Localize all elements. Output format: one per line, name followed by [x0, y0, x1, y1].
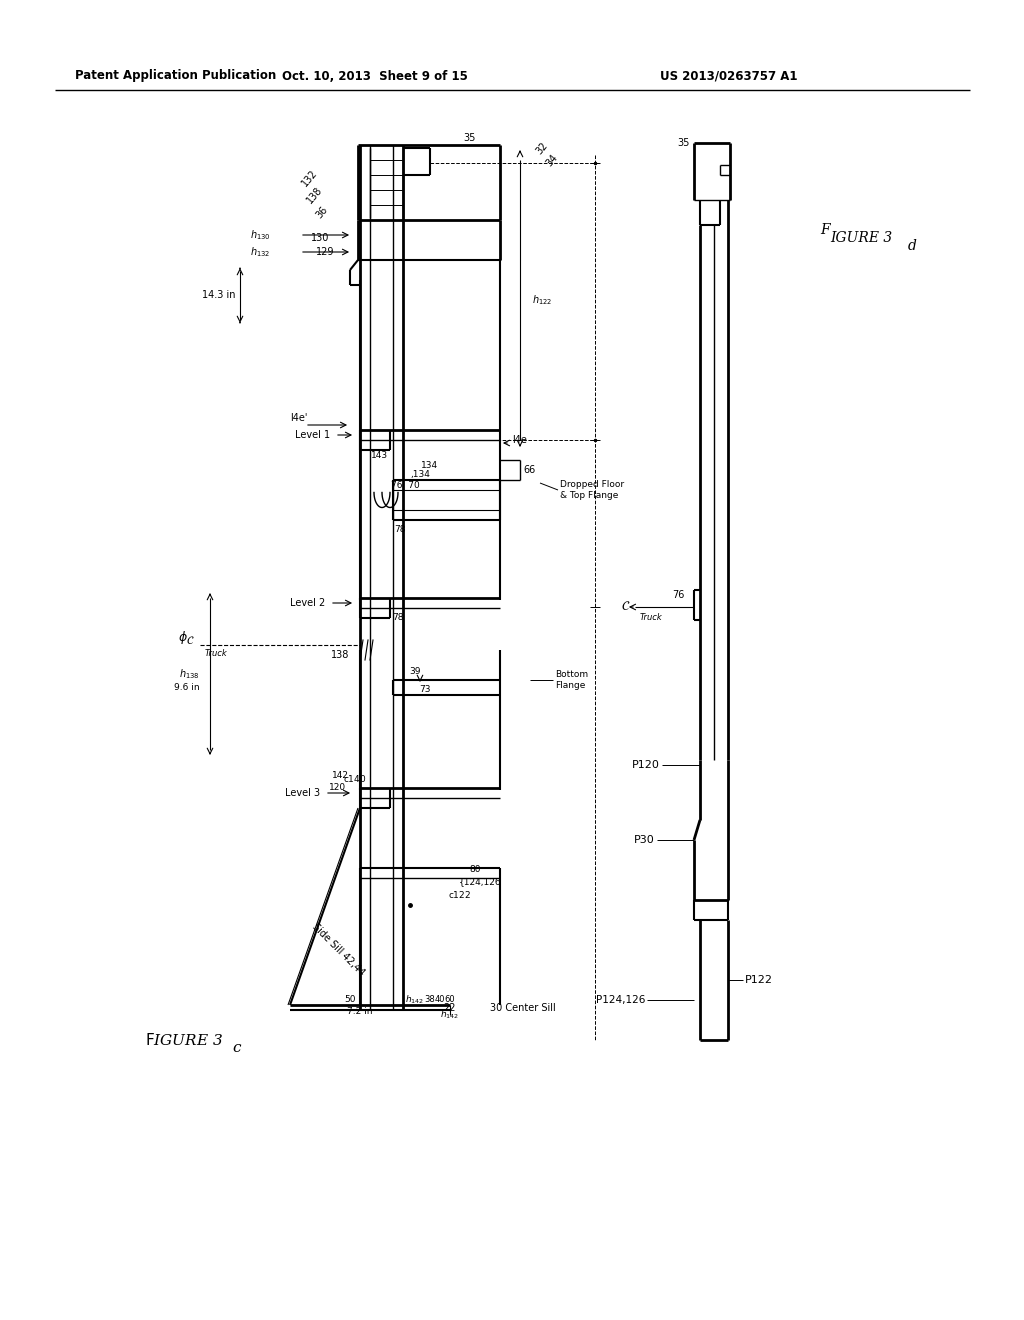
Text: $\mathcal{C}$: $\mathcal{C}$ — [621, 601, 630, 614]
Text: 78: 78 — [392, 614, 403, 623]
Text: $\phi$: $\phi$ — [178, 630, 188, 647]
Text: P124,126: P124,126 — [596, 995, 645, 1005]
Text: {124,126: {124,126 — [459, 878, 502, 887]
Text: Side Sill 42,44: Side Sill 42,44 — [310, 921, 367, 978]
Text: 39: 39 — [410, 668, 421, 676]
Text: 22: 22 — [443, 1003, 457, 1012]
Text: 38: 38 — [425, 995, 435, 1005]
Text: 50: 50 — [344, 995, 355, 1005]
Text: P30: P30 — [634, 836, 655, 845]
Text: Level 3: Level 3 — [285, 788, 319, 799]
Text: Truck: Truck — [205, 648, 227, 657]
Text: 14.3 in: 14.3 in — [202, 290, 234, 300]
Text: Truck: Truck — [640, 614, 663, 623]
Text: P120: P120 — [632, 760, 660, 770]
Text: 138: 138 — [305, 185, 325, 205]
Text: IGURE 3: IGURE 3 — [830, 231, 892, 246]
Text: $\mathsf{F}$IGURE 3: $\mathsf{F}$IGURE 3 — [145, 1032, 223, 1048]
Text: Bottom
Flange: Bottom Flange — [555, 671, 588, 689]
Text: 76  70: 76 70 — [390, 480, 420, 490]
Text: $h_{122}$: $h_{122}$ — [532, 293, 552, 306]
Text: 9.6 in: 9.6 in — [174, 684, 200, 693]
Text: P122: P122 — [745, 975, 773, 985]
Text: 134: 134 — [422, 461, 438, 470]
Text: $h_{142}$: $h_{142}$ — [406, 994, 425, 1006]
Text: $h_{138}$: $h_{138}$ — [179, 667, 200, 681]
Text: $h_{142}$: $h_{142}$ — [440, 1008, 460, 1022]
Text: $\mathsf{c}$122: $\mathsf{c}$122 — [449, 890, 472, 900]
Text: 34: 34 — [544, 152, 560, 168]
Text: c: c — [232, 1041, 241, 1055]
Text: $h_{130}$: $h_{130}$ — [250, 228, 270, 242]
Text: $\mathcal{C}$: $\mathcal{C}$ — [186, 634, 195, 645]
Text: 35: 35 — [678, 139, 690, 148]
Text: 66: 66 — [524, 465, 537, 475]
Text: 7.2 in: 7.2 in — [347, 1007, 373, 1016]
Text: 36: 36 — [314, 205, 330, 220]
Text: 142: 142 — [332, 771, 348, 780]
Text: l4e: l4e — [513, 436, 527, 445]
Text: Patent Application Publication: Patent Application Publication — [75, 70, 276, 82]
Text: 143: 143 — [372, 450, 388, 459]
Text: l4e': l4e' — [290, 413, 307, 422]
Text: 130: 130 — [311, 234, 329, 243]
Text: 32: 32 — [535, 140, 550, 156]
Text: 80: 80 — [469, 866, 480, 874]
Text: 132: 132 — [300, 168, 319, 189]
Text: Level 1: Level 1 — [295, 430, 330, 440]
Text: ,134: ,134 — [410, 470, 430, 479]
Text: 40: 40 — [435, 995, 445, 1005]
Text: 35: 35 — [464, 133, 476, 143]
Text: 60: 60 — [444, 995, 456, 1005]
Text: 78: 78 — [394, 525, 406, 535]
Text: 30 Center Sill: 30 Center Sill — [490, 1003, 556, 1012]
Text: Dropped Floor
& Top Flange: Dropped Floor & Top Flange — [560, 480, 624, 500]
Text: 76: 76 — [673, 590, 685, 601]
Text: $\mathsf{c}$140: $\mathsf{c}$140 — [343, 772, 367, 784]
Text: $h_{132}$: $h_{132}$ — [250, 246, 270, 259]
Text: 73: 73 — [419, 685, 431, 694]
Text: 138: 138 — [331, 649, 349, 660]
Text: d: d — [908, 239, 916, 253]
Text: F: F — [820, 223, 829, 238]
Text: US 2013/0263757 A1: US 2013/0263757 A1 — [660, 70, 798, 82]
Text: 120: 120 — [330, 784, 346, 792]
Text: 129: 129 — [315, 247, 334, 257]
Text: Oct. 10, 2013  Sheet 9 of 15: Oct. 10, 2013 Sheet 9 of 15 — [282, 70, 468, 82]
Text: Level 2: Level 2 — [290, 598, 325, 609]
